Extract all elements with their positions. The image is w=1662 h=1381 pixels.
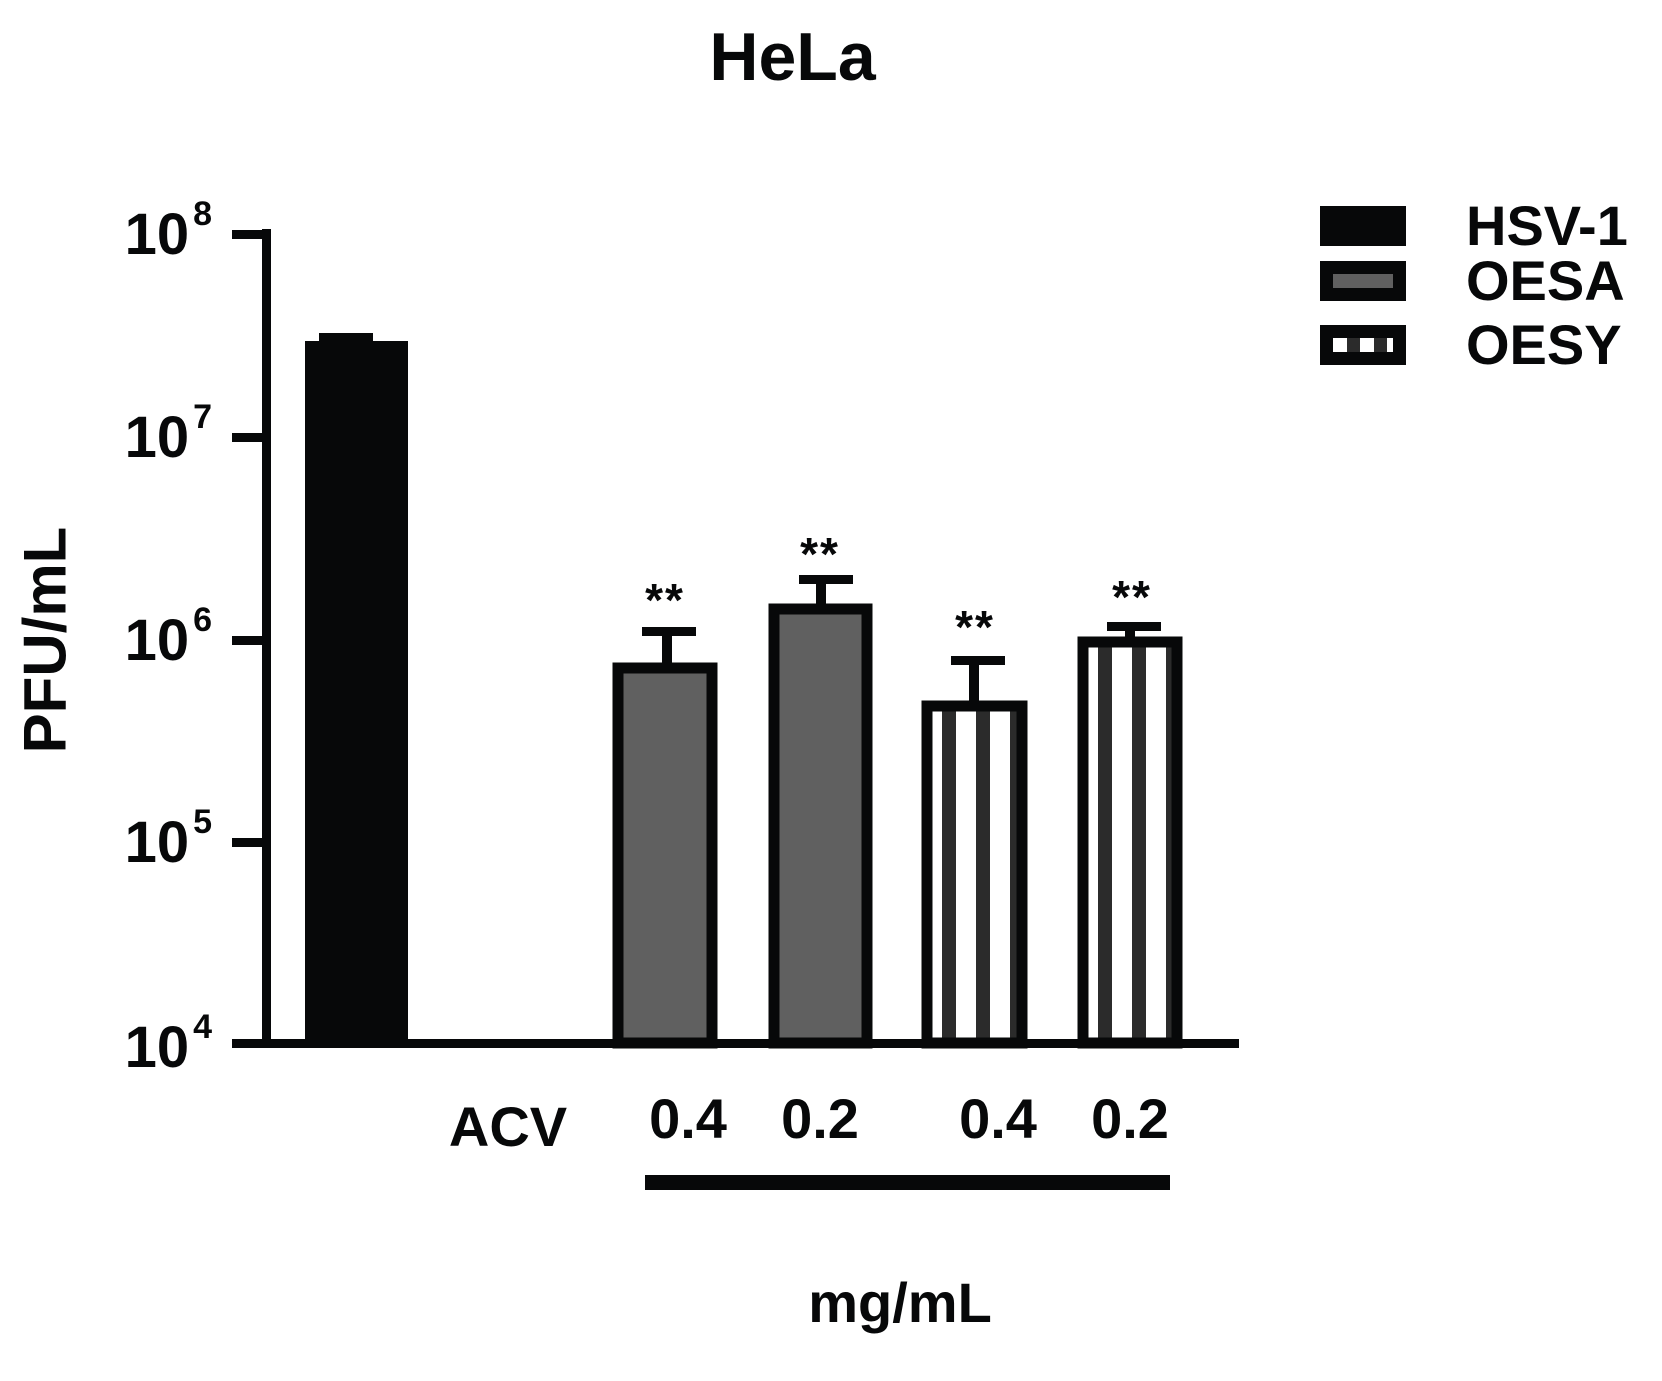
legend-swatch-gray bbox=[1320, 260, 1406, 301]
error-cap bbox=[951, 656, 1005, 665]
ytick-1e5 bbox=[232, 838, 268, 847]
bar-hsv1 bbox=[305, 333, 408, 1043]
ytick-label-1e5: 10 5 bbox=[124, 803, 212, 875]
bar-oesy-0.4 bbox=[921, 656, 1028, 1049]
error-bar bbox=[816, 580, 826, 604]
legend-entry-oesy: OESY bbox=[1320, 312, 1622, 377]
bar-oesa-0.4 bbox=[612, 627, 718, 1049]
error-cap bbox=[1107, 622, 1161, 631]
significance-marker: ** bbox=[645, 574, 685, 626]
error-bar bbox=[662, 634, 672, 664]
error-cap bbox=[642, 627, 696, 636]
bar-oesa-0.2 bbox=[768, 575, 873, 1049]
legend-swatch-striped bbox=[1320, 324, 1406, 365]
xtick-label-oesy-0.4: 0.4 bbox=[959, 1087, 1037, 1150]
error-bar bbox=[1125, 628, 1135, 638]
error-cap bbox=[799, 575, 853, 584]
ytick-label-1e6: 10 6 bbox=[124, 601, 212, 673]
ytick-1e7 bbox=[232, 433, 268, 442]
bar-oesy-0.2 bbox=[1077, 622, 1183, 1049]
legend-entry-oesa: OESA bbox=[1320, 248, 1625, 313]
error-cap bbox=[319, 333, 373, 342]
ytick-label-1e8: 10 8 bbox=[124, 195, 212, 267]
legend-label: OESA bbox=[1466, 249, 1625, 312]
ytick-label-1e7: 10 7 bbox=[124, 398, 212, 470]
xtick-label-oesa-0.4: 0.4 bbox=[649, 1087, 727, 1150]
xtick-label-acv: ACV bbox=[448, 1095, 568, 1158]
chart-title: HeLa bbox=[709, 19, 876, 95]
dose-bracket-line bbox=[645, 1175, 1170, 1190]
ytick-1e8 bbox=[232, 230, 268, 239]
legend-label: HSV-1 bbox=[1466, 194, 1628, 257]
error-bar bbox=[969, 662, 979, 702]
legend-label: OESY bbox=[1466, 313, 1622, 376]
dose-unit-label: mg/mL bbox=[808, 1271, 992, 1334]
significance-marker: ** bbox=[955, 601, 995, 653]
significance-marker: ** bbox=[800, 528, 840, 580]
legend-entry-hsv1: HSV-1 bbox=[1320, 193, 1628, 258]
ytick-label-1e4: 10 4 bbox=[124, 1008, 212, 1080]
x-axis bbox=[232, 1039, 1239, 1048]
xtick-label-oesy-0.2: 0.2 bbox=[1091, 1087, 1169, 1150]
xtick-label-oesa-0.2: 0.2 bbox=[781, 1087, 859, 1150]
y-axis bbox=[232, 229, 271, 1047]
ytick-1e6 bbox=[232, 636, 268, 645]
legend-swatch-solid-black bbox=[1320, 205, 1406, 246]
significance-marker: ** bbox=[1112, 571, 1152, 623]
